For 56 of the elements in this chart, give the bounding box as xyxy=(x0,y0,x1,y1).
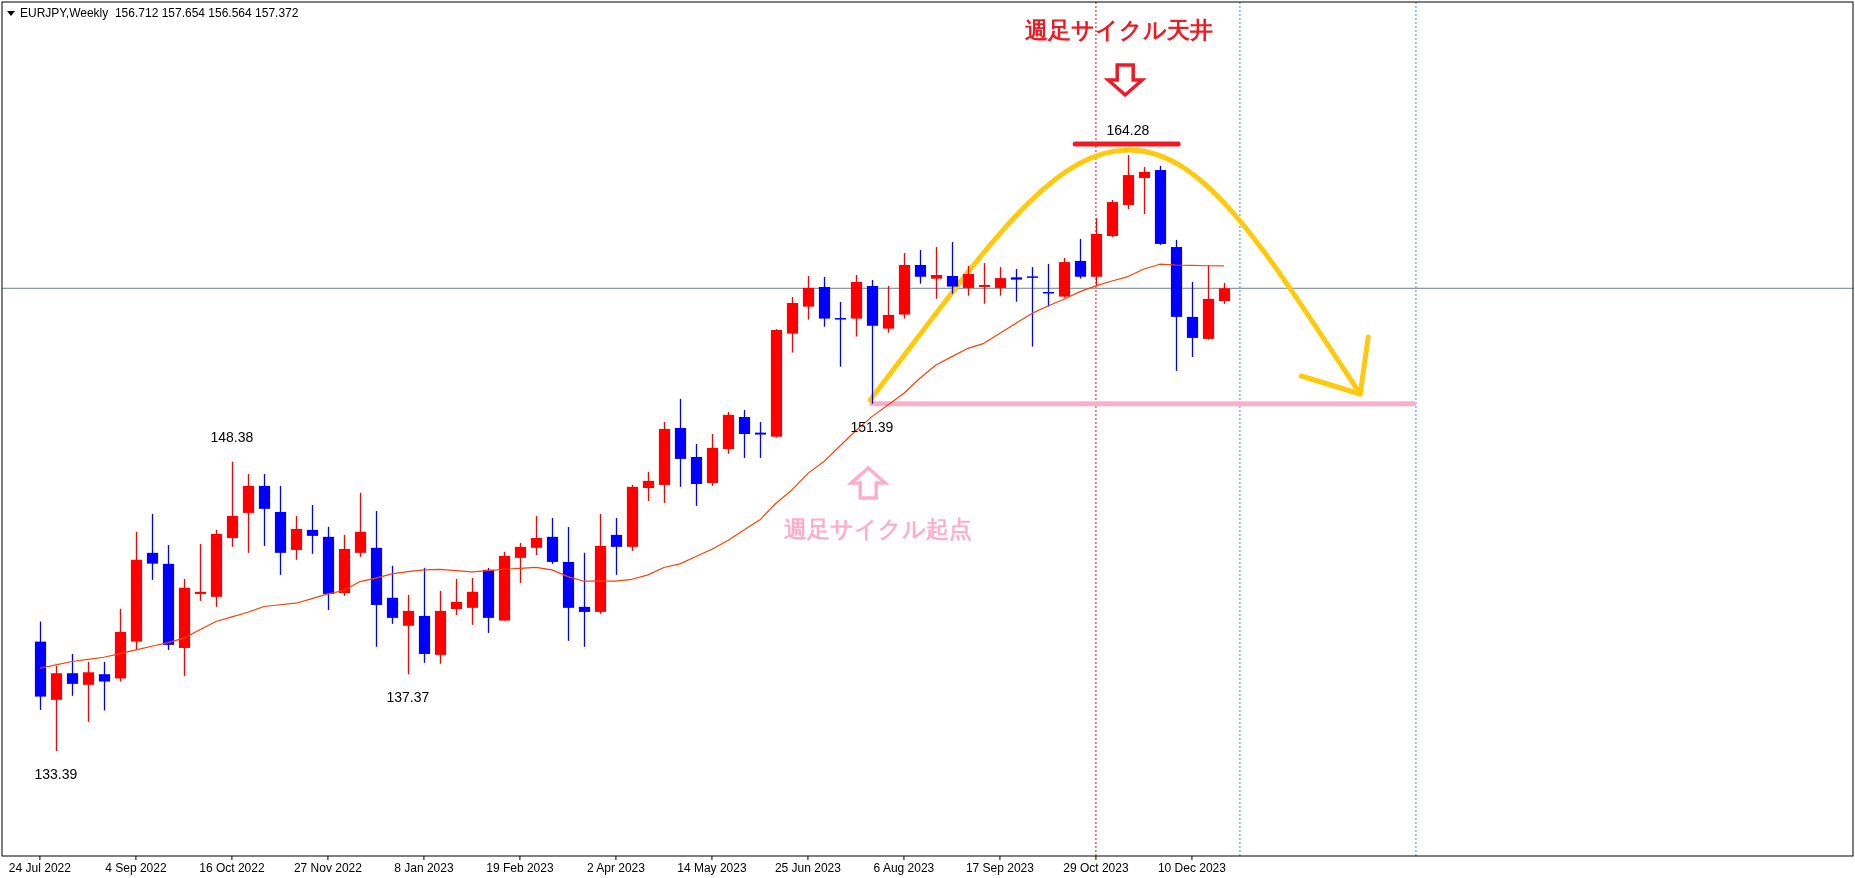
x-tick-label: 19 Feb 2023 xyxy=(486,861,554,875)
candlestick xyxy=(978,262,991,305)
candlestick xyxy=(882,285,895,334)
candlestick xyxy=(802,275,815,321)
x-tick-label: 10 Dec 2023 xyxy=(1157,861,1227,875)
text: 週足サイクル天井 xyxy=(1025,17,1214,43)
candlestick xyxy=(1074,238,1087,280)
x-tick-label: 29 Oct 2023 xyxy=(1063,861,1129,875)
annotation: 133.39 xyxy=(34,766,78,782)
candlestick xyxy=(754,421,767,459)
candlestick xyxy=(1186,281,1199,358)
candlestick xyxy=(354,492,367,558)
candlestick xyxy=(258,473,271,547)
candlestick xyxy=(450,578,463,616)
candlestick xyxy=(994,266,1007,297)
candlestick xyxy=(1218,282,1231,305)
candlestick xyxy=(578,552,591,648)
x-tick-label: 25 Jun 2023 xyxy=(774,861,842,875)
x-tick-label: 24 Jul 2022 xyxy=(8,861,72,875)
candlestick xyxy=(738,409,751,459)
candlestick xyxy=(306,504,319,555)
candlestick xyxy=(194,543,207,602)
x-tick-label: 14 May 2023 xyxy=(677,861,747,875)
candlestick xyxy=(834,301,847,368)
candlestick xyxy=(930,246,943,300)
candlestick xyxy=(914,249,927,285)
x-tick-label: 16 Oct 2022 xyxy=(199,861,265,875)
candlestick xyxy=(466,577,479,626)
candlestick xyxy=(290,515,303,561)
chart-title: EURJPY,Weekly 156.712 157.654 156.564 157.372 xyxy=(20,6,299,20)
candlestick xyxy=(1010,268,1023,303)
candlestick xyxy=(226,461,239,548)
candlestick xyxy=(530,515,543,556)
candlestick xyxy=(1026,266,1039,348)
annotation: 週足サイクル起点 xyxy=(784,516,973,542)
candlestick xyxy=(402,594,415,675)
candlestick xyxy=(98,661,111,712)
x-tick-label: 2 Apr 2023 xyxy=(586,861,646,875)
annotation: 137.37 xyxy=(386,689,430,706)
x-tick-label: 8 Jan 2023 xyxy=(394,861,454,875)
candlestick xyxy=(66,653,79,697)
candlestick xyxy=(610,517,623,576)
candlestick xyxy=(946,241,959,295)
x-tick-label: 27 Nov 2022 xyxy=(293,861,363,875)
annotation: 148.38 xyxy=(210,428,254,445)
candlestick xyxy=(146,513,159,581)
x-tick-label: 4 Sep 2022 xyxy=(105,861,167,875)
candlestick xyxy=(386,565,399,625)
annotation: 164.28 xyxy=(1106,122,1150,138)
x-tick-label: 6 Aug 2023 xyxy=(873,861,935,875)
x-tick-label: 17 Sep 2023 xyxy=(965,861,1035,875)
candlestick xyxy=(82,661,95,723)
candlestick xyxy=(1138,166,1151,215)
candlestick xyxy=(642,471,655,502)
candlestick xyxy=(962,265,975,297)
candlestick xyxy=(514,542,527,584)
